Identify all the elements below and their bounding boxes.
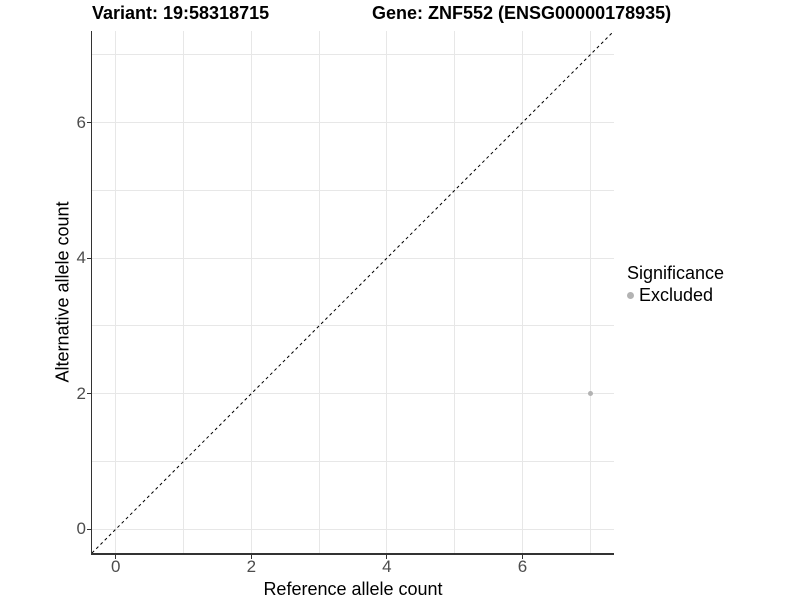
gridline-horizontal [92, 257, 614, 259]
x-tick-mark [521, 554, 524, 559]
gridline-horizontal [92, 54, 614, 56]
y-axis-line [90, 31, 92, 555]
gridline-vertical [454, 31, 456, 553]
gridline-vertical [386, 31, 388, 553]
identity-dashed-line [92, 31, 614, 553]
y-tick-label: 0 [76, 519, 86, 539]
y-axis-title: Alternative allele count [52, 201, 73, 383]
gridline-horizontal [92, 325, 614, 327]
y-tick-mark [86, 393, 91, 395]
x-tick-label: 4 [382, 557, 392, 576]
y-tick-label: 6 [76, 112, 86, 132]
x-axis-line [90, 553, 614, 555]
gridline-vertical [521, 31, 523, 553]
x-tick-mark [250, 554, 252, 559]
gridline-horizontal [92, 460, 614, 462]
data-point-excluded [587, 391, 593, 397]
gridline-horizontal [92, 189, 614, 191]
gridline-vertical [318, 31, 320, 553]
gridline-horizontal [92, 393, 614, 395]
gridline-horizontal [92, 122, 614, 124]
legend-entry-label: Excluded [639, 285, 714, 305]
y-tick-label: 4 [76, 248, 86, 268]
x-tick-mark [115, 554, 117, 559]
legend: Significance Excluded [627, 263, 724, 306]
x-tick-label: 2 [246, 557, 257, 576]
x-axis-title: Reference allele count [263, 579, 443, 599]
plot-panel [92, 31, 614, 553]
x-tick-mark [386, 554, 388, 559]
legend-entry-excluded: Excluded [627, 285, 724, 306]
legend-point-swatch-icon [627, 292, 634, 299]
legend-title: Significance [627, 263, 725, 283]
y-tick-mark [86, 528, 91, 530]
plot-title-gene: Gene: ZNF552 (ENSG00000178935) [372, 3, 672, 23]
gridline-vertical [250, 31, 252, 553]
gridline-vertical [183, 31, 185, 553]
gridline-vertical [115, 31, 117, 553]
x-tick-label: 6 [517, 557, 528, 576]
plot-title-variant: Variant: 19:58318715 [92, 3, 270, 23]
y-tick-mark [86, 121, 91, 124]
gridline-vertical [589, 31, 591, 553]
y-tick-mark [86, 257, 91, 259]
y-tick-label: 2 [76, 383, 86, 403]
gridline-horizontal [92, 528, 614, 530]
x-tick-label: 0 [110, 557, 121, 576]
